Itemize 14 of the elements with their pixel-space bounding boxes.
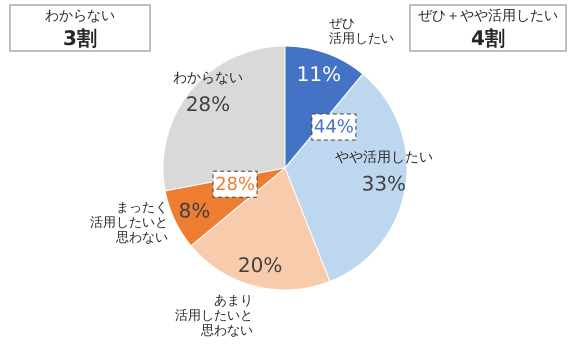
slice-label: わからない	[172, 70, 243, 86]
data-label: 11%	[296, 62, 342, 86]
data-label: 33%	[362, 172, 406, 196]
slice-label: まったく活用したいと思わない	[90, 200, 168, 246]
slice-label: あまり活用したいと思わない	[174, 293, 253, 338]
data-label: 20%	[238, 252, 282, 277]
slice-label: やや活用したい	[334, 150, 433, 166]
slice-label: ぜひ活用したい	[328, 16, 394, 46]
data-label: 8%	[178, 198, 210, 223]
data-label: 28%	[186, 92, 230, 116]
text: 28%	[215, 174, 256, 195]
text: わからない 3割	[45, 8, 115, 50]
text: ぜひ＋やや活用したい 4割	[418, 8, 558, 50]
text: 44%	[314, 116, 354, 138]
